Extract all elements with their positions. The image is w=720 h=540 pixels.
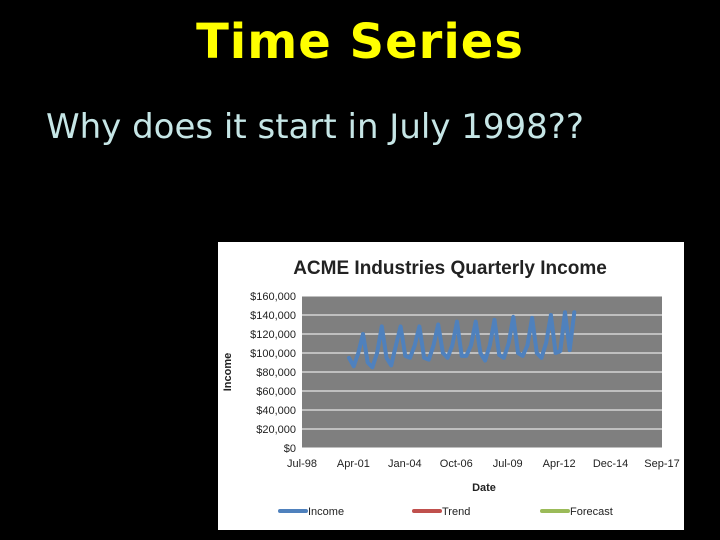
y-tick-label: $120,000 [250, 329, 296, 341]
x-tick-label: Jul-09 [493, 458, 523, 470]
y-tick-label: $20,000 [256, 424, 296, 436]
legend-item-income: Income [278, 506, 344, 518]
x-tick-label: Apr-12 [543, 458, 576, 470]
chart-legend: Income Trend Forecast [278, 506, 613, 518]
legend-label: Trend [442, 506, 470, 518]
legend-label: Income [308, 506, 344, 518]
x-axis-ticks: Jul-98 Apr-01 Jan-04 Oct-06 Jul-09 Apr-12 Dec-… [287, 458, 680, 470]
y-tick-label: $0 [284, 443, 296, 455]
legend-item-trend: Trend [412, 506, 470, 518]
x-tick-label: Oct-06 [440, 458, 473, 470]
series-line-income [347, 310, 577, 370]
x-tick-label: Apr-01 [337, 458, 370, 470]
y-tick-label: $40,000 [256, 405, 296, 417]
slide-bullet-text: Why does it start in July 1998?? [46, 107, 584, 147]
series-lines [347, 310, 577, 370]
y-tick-label: $140,000 [250, 310, 296, 322]
x-tick-label: Sep-17 [644, 458, 679, 470]
x-tick-label: Jul-98 [287, 458, 317, 470]
slide-title: Time Series [196, 14, 524, 70]
x-tick-label: Jan-04 [388, 458, 422, 470]
y-tick-label: $80,000 [256, 367, 296, 379]
y-axis-label: Income [222, 353, 234, 392]
y-tick-label: $60,000 [256, 386, 296, 398]
income-line-chart: ACME Industries Quarterly Income $0 $20,0… [222, 258, 680, 518]
chart-title: ACME Industries Quarterly Income [293, 258, 607, 279]
y-axis-ticks: $0 $20,000 $40,000 $60,000 $80,000 $100,000 $1… [250, 291, 296, 455]
chart-panel: ACME Industries Quarterly Income $0 $20,0… [218, 242, 684, 530]
y-tick-label: $160,000 [250, 291, 296, 303]
legend-item-forecast: Forecast [540, 506, 613, 518]
legend-label: Forecast [570, 506, 613, 518]
x-axis-label: Date [472, 482, 496, 494]
x-tick-label: Dec-14 [593, 458, 628, 470]
y-tick-label: $100,000 [250, 348, 296, 360]
